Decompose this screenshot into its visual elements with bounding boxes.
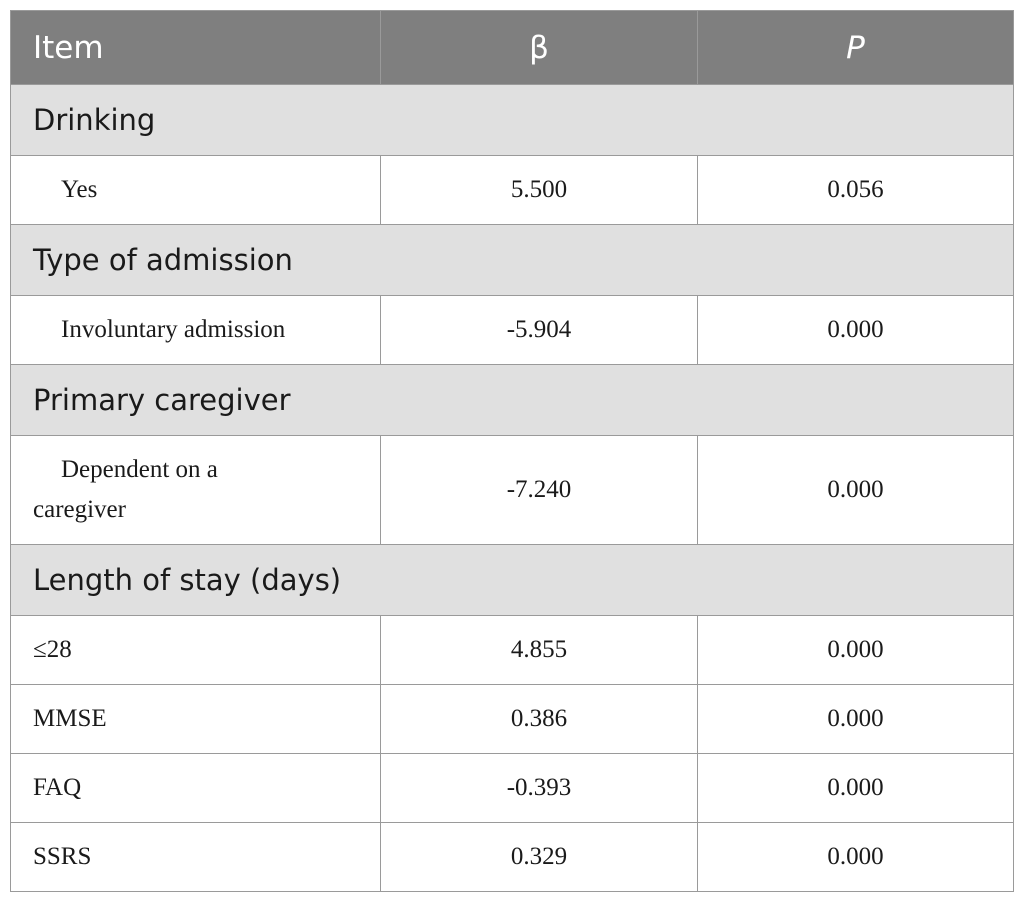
header-p: P xyxy=(697,10,1014,85)
row-beta: 0.386 xyxy=(380,684,698,754)
row-label: Dependent on a caregiver xyxy=(10,435,381,545)
section-title: Drinking xyxy=(10,84,1014,156)
row-p: 0.000 xyxy=(697,753,1014,823)
row-beta: -0.393 xyxy=(380,753,698,823)
section-row-stay: Length of stay (days) xyxy=(10,544,1014,616)
row-label: SSRS xyxy=(10,822,381,892)
row-p: 0.000 xyxy=(697,684,1014,754)
row-p: 0.000 xyxy=(697,435,1014,545)
section-row-admission: Type of admission xyxy=(10,224,1014,296)
table-row: Dependent on a caregiver -7.240 0.000 xyxy=(10,435,1014,545)
row-beta: 5.500 xyxy=(380,155,698,225)
table-row: Involuntary admission -5.904 0.000 xyxy=(10,295,1014,365)
section-row-caregiver: Primary caregiver xyxy=(10,364,1014,436)
row-p: 0.000 xyxy=(697,615,1014,685)
row-beta: -5.904 xyxy=(380,295,698,365)
section-title: Primary caregiver xyxy=(10,364,1014,436)
row-p: 0.056 xyxy=(697,155,1014,225)
row-p: 0.000 xyxy=(697,295,1014,365)
row-beta: -7.240 xyxy=(380,435,698,545)
header-item: Item xyxy=(10,10,381,85)
row-p: 0.000 xyxy=(697,822,1014,892)
section-title: Length of stay (days) xyxy=(10,544,1014,616)
table-row: Yes 5.500 0.056 xyxy=(10,155,1014,225)
regression-table: Item β P Drinking Yes 5.500 0.056 Type o… xyxy=(10,10,1014,892)
row-label: MMSE xyxy=(10,684,381,754)
header-beta: β xyxy=(380,10,698,85)
row-beta: 0.329 xyxy=(380,822,698,892)
row-label: Yes xyxy=(10,155,381,225)
row-label: Involuntary admission xyxy=(10,295,381,365)
header-row: Item β P xyxy=(10,10,1014,85)
row-beta: 4.855 xyxy=(380,615,698,685)
section-title: Type of admission xyxy=(10,224,1014,296)
row-label: ≤28 xyxy=(10,615,381,685)
table-row: FAQ -0.393 0.000 xyxy=(10,753,1014,823)
table-row: SSRS 0.329 0.000 xyxy=(10,822,1014,892)
section-row-drinking: Drinking xyxy=(10,84,1014,156)
regression-table-container: Item β P Drinking Yes 5.500 0.056 Type o… xyxy=(10,10,1014,892)
row-label: FAQ xyxy=(10,753,381,823)
table-row: MMSE 0.386 0.000 xyxy=(10,684,1014,754)
table-row: ≤28 4.855 0.000 xyxy=(10,615,1014,685)
